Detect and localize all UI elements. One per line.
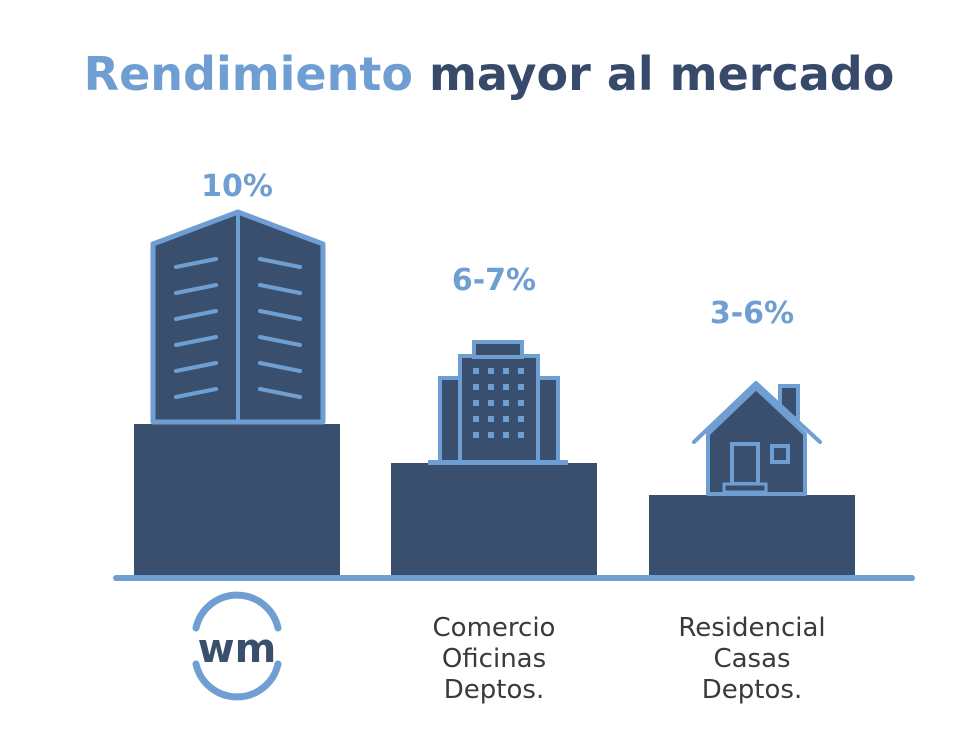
bars-layer [134,424,855,577]
office-window [518,384,524,390]
tower-building-icon [150,209,326,425]
chart-title: Rendimiento mayor al mercado [84,47,895,101]
category-label-3-line-1: Residencial [678,613,825,643]
house-icon [692,381,822,496]
category-label-2-line-2: Oficinas [442,644,546,674]
wm-logo-arc-bottom [192,660,282,701]
tower-window-right [258,387,302,399]
value-label-1: 10% [201,169,273,204]
tower-window-left [174,283,218,295]
tower-window-left [174,387,218,399]
tower-window-right [258,361,302,373]
tower-window-right [258,309,302,321]
wm-logo-text: wm [198,626,277,672]
house-window [770,444,790,464]
category-label-2-line-1: Comercio [433,613,556,643]
category-label-3-line-3: Deptos. [702,675,802,705]
tower-window-right [258,335,302,347]
tower-window-left [174,361,218,373]
value-label-3: 3-6% [710,296,794,331]
tower-window-left [174,309,218,321]
chart-title-part2: mayor al mercado [429,47,894,101]
office-main-block [458,354,540,464]
office-window [503,384,509,390]
chart-title-part1: Rendimiento [84,47,413,101]
tower-window-left [174,335,218,347]
office-window [518,416,524,422]
tower-window-left [174,257,218,269]
office-window [473,384,479,390]
office-window [503,416,509,422]
office-building-icon [428,340,568,465]
office-window [488,416,494,422]
category-label-2-line-3: Deptos. [444,675,544,705]
tower-window-right [258,283,302,295]
icons-layer [150,209,822,496]
office-window [473,368,479,374]
office-window [518,432,524,438]
wm-logo-arc-top [192,591,282,632]
house-door [730,442,760,486]
office-roof [472,340,524,359]
office-window [488,432,494,438]
bar-3 [649,495,855,577]
office-window [503,368,509,374]
house-step [722,482,768,494]
office-window [488,384,494,390]
office-window [503,432,509,438]
office-window [488,368,494,374]
bar-2 [391,463,597,577]
labels-layer: 10%6-7%ComercioOficinasDeptos.3-6%Reside… [201,169,826,705]
office-window [518,368,524,374]
office-window [503,400,509,406]
house-roof [692,381,822,444]
office-window [473,432,479,438]
office-window [473,400,479,406]
tower-window-right [258,257,302,269]
office-window [473,416,479,422]
office-window [488,400,494,406]
value-label-2: 6-7% [452,263,536,298]
bar-1 [134,424,340,577]
wm-logo: wm [192,591,282,701]
office-window [518,400,524,406]
category-label-3-line-2: Casas [713,644,790,674]
